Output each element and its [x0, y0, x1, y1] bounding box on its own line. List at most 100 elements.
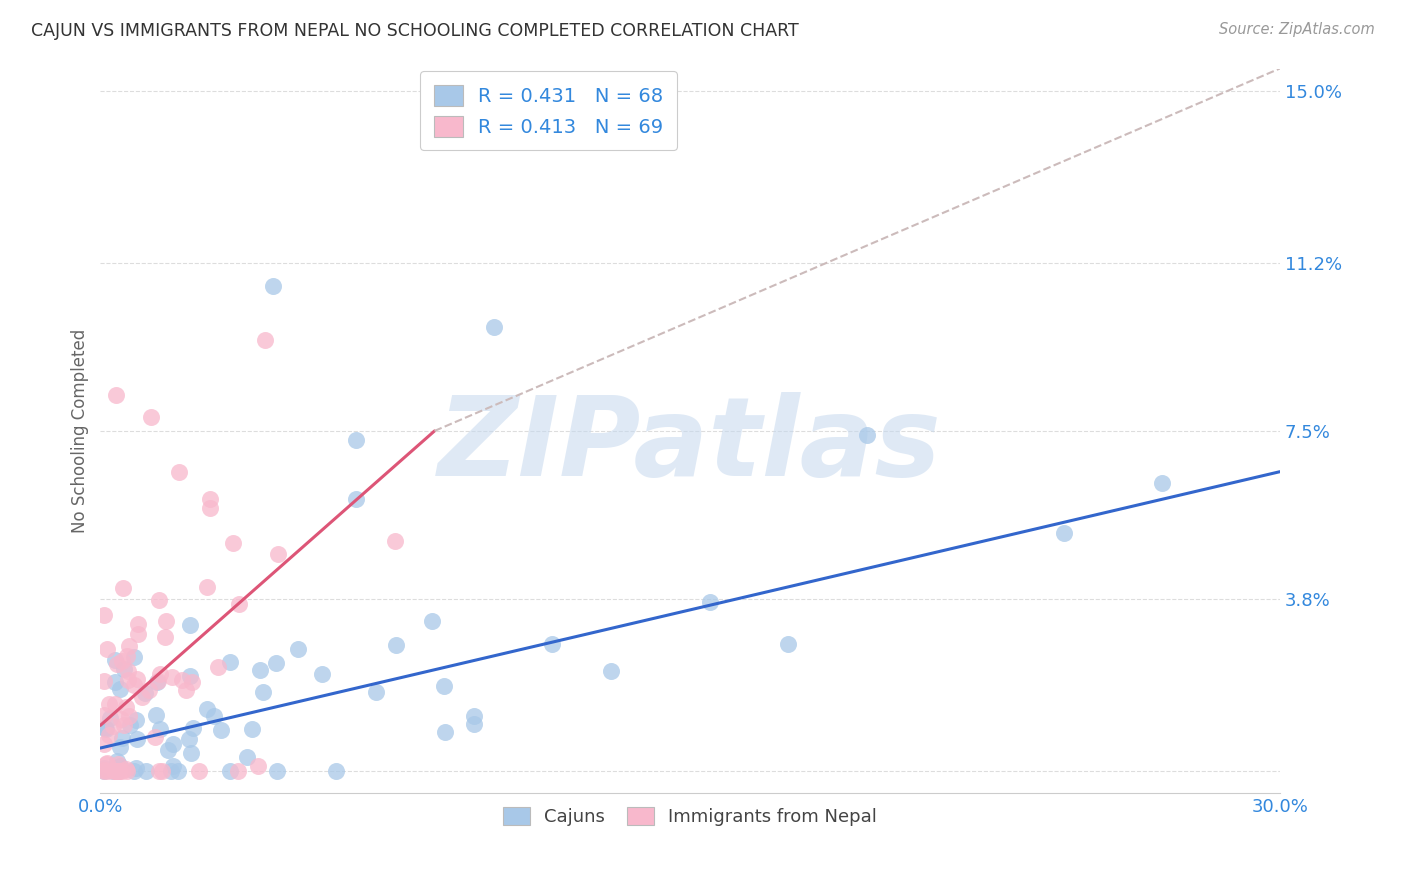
- Point: [262, 279, 284, 293]
- Point: [96, 641, 118, 656]
- Point: [93, 673, 115, 688]
- Point: [180, 746, 202, 760]
- Point: [162, 759, 184, 773]
- Point: [105, 764, 128, 778]
- Point: [167, 465, 190, 479]
- Point: [482, 319, 505, 334]
- Point: [181, 675, 204, 690]
- Point: [699, 595, 721, 609]
- Point: [433, 679, 456, 693]
- Point: [170, 673, 193, 688]
- Point: [94, 721, 117, 735]
- Point: [156, 743, 179, 757]
- Legend: Cajuns, Immigrants from Nepal: Cajuns, Immigrants from Nepal: [494, 797, 886, 835]
- Point: [384, 534, 406, 549]
- Point: [463, 709, 485, 723]
- Point: [108, 740, 131, 755]
- Point: [145, 708, 167, 723]
- Point: [111, 731, 134, 745]
- Point: [105, 764, 128, 778]
- Point: [149, 723, 172, 737]
- Point: [118, 718, 141, 732]
- Point: [207, 659, 229, 673]
- Point: [141, 410, 163, 425]
- Point: [115, 649, 138, 664]
- Point: [93, 761, 115, 775]
- Point: [117, 664, 139, 678]
- Point: [115, 762, 138, 776]
- Point: [103, 764, 125, 778]
- Point: [778, 637, 800, 651]
- Point: [115, 700, 138, 714]
- Point: [110, 712, 132, 726]
- Point: [114, 718, 136, 732]
- Point: [202, 709, 225, 723]
- Point: [97, 764, 120, 778]
- Point: [160, 764, 183, 778]
- Point: [344, 491, 367, 506]
- Point: [98, 728, 121, 742]
- Point: [155, 615, 177, 629]
- Point: [93, 764, 115, 778]
- Point: [856, 427, 879, 442]
- Point: [124, 764, 146, 778]
- Point: [267, 547, 290, 561]
- Point: [101, 764, 124, 778]
- Point: [219, 764, 242, 778]
- Point: [94, 757, 117, 772]
- Point: [150, 764, 173, 778]
- Point: [463, 717, 485, 731]
- Point: [105, 754, 128, 768]
- Point: [104, 764, 127, 778]
- Point: [96, 722, 118, 736]
- Point: [266, 764, 288, 778]
- Point: [162, 737, 184, 751]
- Point: [179, 669, 201, 683]
- Point: [249, 663, 271, 677]
- Point: [177, 732, 200, 747]
- Point: [107, 756, 129, 771]
- Point: [117, 673, 139, 688]
- Point: [131, 690, 153, 704]
- Text: Source: ZipAtlas.com: Source: ZipAtlas.com: [1219, 22, 1375, 37]
- Point: [104, 764, 127, 778]
- Point: [127, 672, 149, 686]
- Point: [246, 759, 269, 773]
- Point: [148, 593, 170, 607]
- Point: [600, 664, 623, 678]
- Point: [105, 657, 128, 672]
- Point: [541, 637, 564, 651]
- Point: [93, 708, 115, 723]
- Point: [105, 387, 128, 401]
- Point: [110, 759, 132, 773]
- Point: [264, 656, 287, 670]
- Point: [103, 718, 125, 732]
- Point: [125, 762, 148, 776]
- Point: [148, 764, 170, 778]
- Point: [93, 763, 115, 777]
- Point: [344, 433, 367, 447]
- Point: [112, 582, 135, 596]
- Point: [108, 764, 131, 778]
- Point: [385, 639, 408, 653]
- Point: [254, 334, 277, 348]
- Point: [183, 721, 205, 735]
- Point: [153, 630, 176, 644]
- Point: [104, 698, 127, 712]
- Point: [110, 681, 132, 696]
- Point: [98, 697, 121, 711]
- Point: [117, 764, 139, 778]
- Point: [146, 675, 169, 690]
- Point: [122, 649, 145, 664]
- Point: [195, 702, 218, 716]
- Point: [364, 685, 387, 699]
- Point: [420, 614, 443, 628]
- Point: [287, 641, 309, 656]
- Point: [96, 756, 118, 770]
- Point: [112, 662, 135, 676]
- Point: [93, 608, 115, 623]
- Point: [93, 764, 115, 778]
- Point: [195, 580, 218, 594]
- Point: [228, 597, 250, 611]
- Point: [226, 764, 249, 778]
